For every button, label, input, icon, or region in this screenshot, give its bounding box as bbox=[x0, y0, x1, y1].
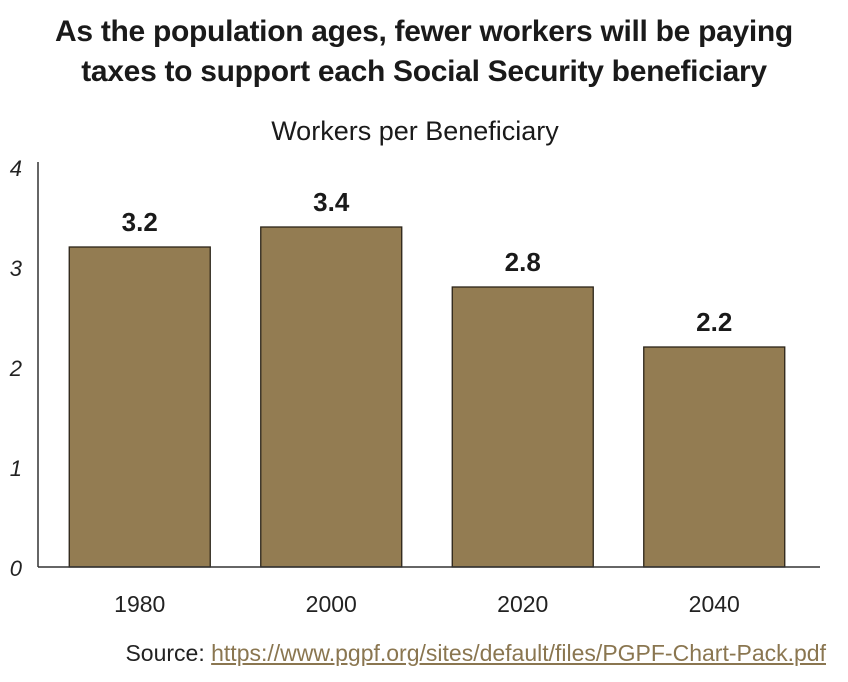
x-tick-label: 2000 bbox=[306, 591, 357, 617]
bar bbox=[643, 346, 786, 568]
title-line-2: taxes to support each Social Security be… bbox=[81, 55, 767, 88]
x-tick-label: 1980 bbox=[114, 591, 165, 617]
x-tick-label: 2020 bbox=[497, 591, 548, 617]
y-tick-label: 1 bbox=[10, 456, 22, 481]
data-label: 3.4 bbox=[313, 187, 350, 217]
source-link[interactable]: https://www.pgpf.org/sites/default/files… bbox=[211, 640, 826, 666]
chart-title: Workers per Beneficiary bbox=[271, 116, 559, 146]
data-label: 2.8 bbox=[505, 247, 541, 277]
bar bbox=[260, 226, 403, 568]
y-tick-label: 4 bbox=[10, 156, 22, 181]
data-label: 3.2 bbox=[122, 207, 158, 237]
data-label: 2.2 bbox=[696, 307, 732, 337]
bar-chart: Workers per Beneficiary 0 1 2 3 4 3.2 1980 3.4 20… bbox=[9, 116, 820, 617]
y-tick-label: 0 bbox=[10, 556, 23, 581]
source-note: Source: https://www.pgpf.org/sites/defau… bbox=[125, 640, 826, 667]
source-prefix: Source: bbox=[125, 640, 212, 666]
y-tick-label: 2 bbox=[9, 356, 22, 381]
title-line-1: As the population ages, fewer workers wi… bbox=[55, 15, 793, 48]
bar bbox=[68, 246, 211, 568]
y-tick-label: 3 bbox=[10, 256, 23, 281]
bar bbox=[451, 286, 594, 568]
page-title: As the population ages, fewer workers wi… bbox=[0, 12, 848, 92]
x-tick-label: 2040 bbox=[689, 591, 740, 617]
